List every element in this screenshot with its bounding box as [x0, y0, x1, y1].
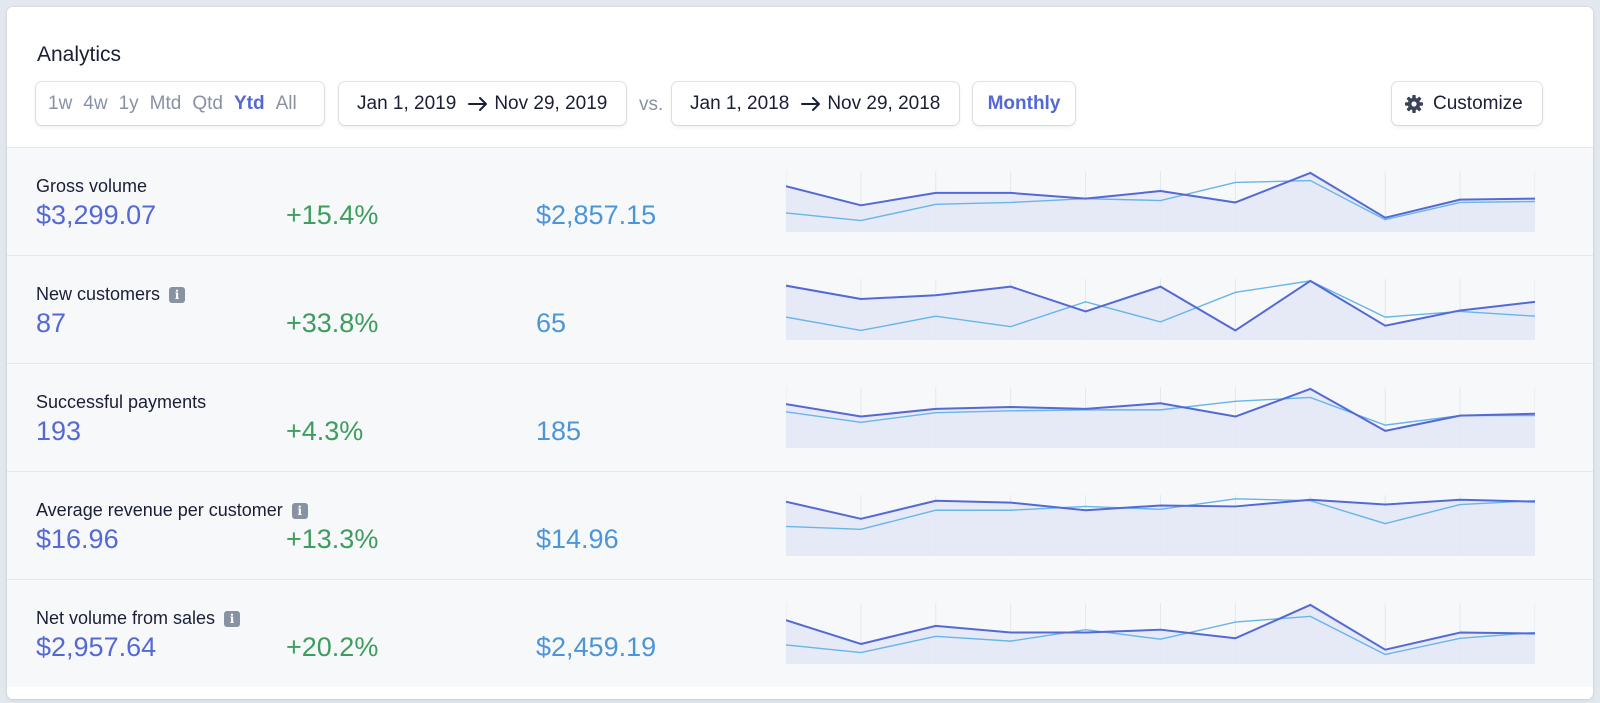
customize-label: Customize — [1433, 92, 1523, 114]
sparkline-chart[interactable] — [786, 279, 1535, 340]
metric-row[interactable]: New customers i 87 +33.8% 65 — [7, 255, 1593, 363]
previous-date-range[interactable]: Jan 1, 2018 Nov 29, 2018 — [672, 82, 959, 125]
metric-previous-value: $14.96 — [536, 524, 619, 554]
sparkline-current-line — [786, 498, 1535, 520]
metric-previous-value: $2,459.19 — [536, 632, 657, 662]
metric-previous-value: $2,857.15 — [536, 200, 657, 230]
sparkline-current-line — [786, 387, 1535, 432]
sparkline-current-area — [786, 499, 1535, 556]
period-mtd[interactable]: Mtd — [149, 92, 182, 114]
previous-range-start: Jan 1, 2018 — [690, 92, 790, 114]
sparkline-current-area — [786, 172, 1535, 232]
period-qtd[interactable]: Qtd — [192, 92, 223, 114]
metric-label: New customers i — [36, 284, 186, 305]
interval-button[interactable]: Monthly — [973, 82, 1075, 125]
sparkline-previous-line — [786, 280, 1535, 332]
metric-label: Average revenue per customer i — [36, 500, 308, 521]
metric-value: 193 — [36, 416, 82, 446]
period-1y[interactable]: 1y — [118, 92, 139, 114]
metric-label: Successful payments — [36, 392, 206, 413]
sparkline-current-area — [786, 388, 1535, 448]
metric-value: $3,299.07 — [36, 200, 157, 230]
metric-label-text: Successful payments — [36, 392, 207, 412]
metric-row[interactable]: Net volume from sales i $2,957.64 +20.2% $2,… — [7, 579, 1593, 687]
metric-label-text: Average revenue per customer — [36, 500, 283, 520]
gear-icon — [1405, 94, 1423, 113]
sparkline-chart[interactable] — [786, 171, 1535, 232]
sparkline-current-area — [786, 604, 1535, 664]
sparkline-chart[interactable] — [786, 603, 1535, 664]
period-selector: 1w 4w 1y Mtd Qtd Ytd All — [36, 82, 324, 125]
info-icon[interactable]: i — [169, 286, 186, 303]
sparkline-current-line — [786, 603, 1535, 651]
current-range-end: Nov 29, 2019 — [494, 92, 608, 114]
analytics-card: Analytics 1w 4w 1y Mtd Qtd Ytd All Jan 1, 2019… — [7, 7, 1593, 699]
metric-label: Gross volume — [36, 176, 147, 197]
page-title: Analytics — [37, 43, 122, 66]
metric-change: +4.3% — [286, 416, 364, 446]
current-range-start: Jan 1, 2019 — [357, 92, 457, 114]
sparkline-previous-line — [786, 179, 1535, 222]
arrow-right-icon — [468, 96, 488, 111]
metric-change: +13.3% — [286, 524, 379, 554]
previous-range-end: Nov 29, 2018 — [827, 92, 941, 114]
sparkline-chart[interactable] — [786, 495, 1535, 556]
period-1w[interactable]: 1w — [48, 92, 73, 114]
metric-label: Net volume from sales i — [36, 608, 241, 629]
arrow-right-icon — [801, 96, 821, 111]
metric-row[interactable]: Average revenue per customer i $16.96 +13.3… — [7, 471, 1593, 579]
customize-button[interactable]: Customize — [1392, 82, 1542, 125]
sparkline-previous-line — [786, 615, 1535, 656]
metric-label-text: Gross volume — [36, 176, 148, 196]
metric-change: +15.4% — [286, 200, 379, 230]
metric-label-text: New customers — [36, 284, 161, 304]
current-date-range[interactable]: Jan 1, 2019 Nov 29, 2019 — [339, 82, 626, 125]
metric-value: $16.96 — [36, 524, 119, 554]
sparkline-current-line — [786, 279, 1535, 332]
info-icon[interactable]: i — [224, 610, 241, 627]
analytics-header: Analytics 1w 4w 1y Mtd Qtd Ytd All Jan 1, 2019… — [7, 7, 1593, 147]
sparkline-current-area — [786, 280, 1535, 340]
sparkline-chart[interactable] — [786, 387, 1535, 448]
vs-label: vs. — [639, 94, 664, 115]
sparkline-previous-line — [786, 498, 1535, 531]
metric-label-text: Net volume from sales — [36, 608, 216, 628]
metric-value: 87 — [36, 308, 67, 338]
metric-previous-value: 185 — [536, 416, 582, 446]
period-all[interactable]: All — [275, 92, 297, 114]
info-icon[interactable]: i — [291, 502, 308, 519]
sparkline-current-line — [786, 171, 1535, 219]
metric-row[interactable]: Gross volume $3,299.07 +15.4% $2,857.15 — [7, 147, 1593, 255]
sparkline-previous-line — [786, 396, 1535, 426]
metric-previous-value: 65 — [536, 308, 567, 338]
metric-change: +33.8% — [286, 308, 379, 338]
metrics-list: Gross volume $3,299.07 +15.4% $2,857.15 New … — [7, 147, 1593, 687]
period-ytd[interactable]: Ytd — [233, 92, 265, 114]
metric-row[interactable]: Successful payments 193 +4.3% 185 — [7, 363, 1593, 471]
metric-value: $2,957.64 — [36, 632, 157, 662]
period-4w[interactable]: 4w — [83, 92, 108, 114]
metric-change: +20.2% — [286, 632, 379, 662]
